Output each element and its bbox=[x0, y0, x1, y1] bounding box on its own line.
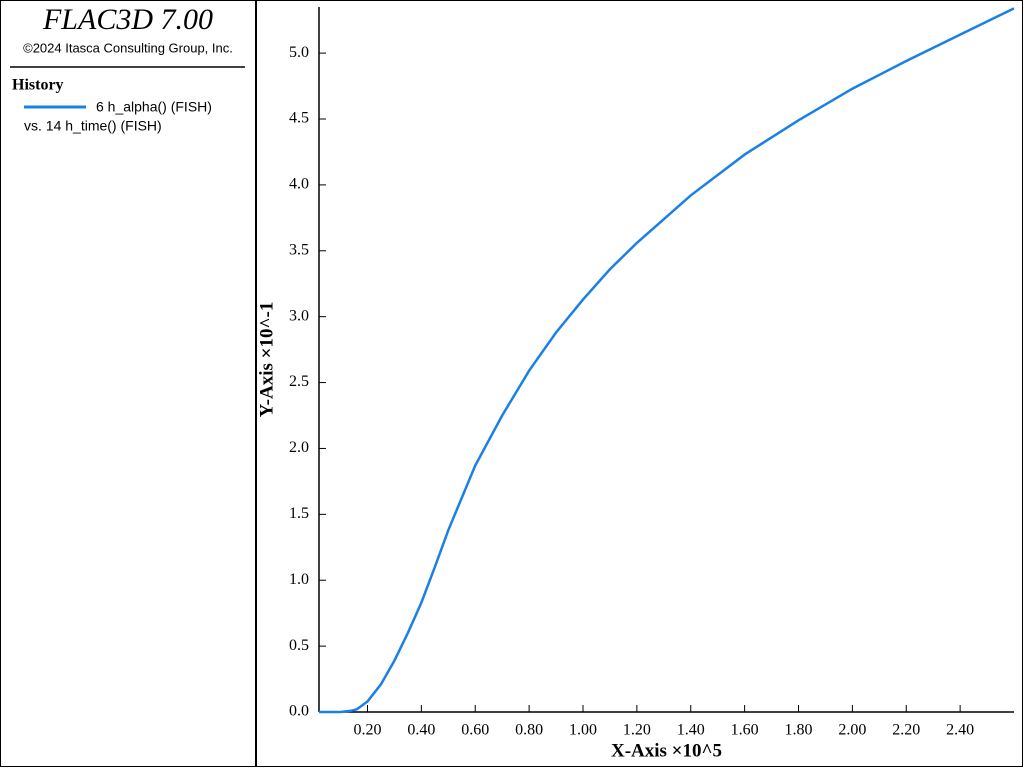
y-tick-label: 1.0 bbox=[289, 571, 309, 588]
copyright: ©2024 Itasca Consulting Group, Inc. bbox=[23, 40, 233, 55]
y-tick-label: 2.0 bbox=[289, 439, 309, 456]
x-tick-label: 1.20 bbox=[623, 722, 651, 739]
y-tick-label: 4.0 bbox=[289, 176, 309, 193]
y-tick-label: 4.5 bbox=[289, 110, 309, 127]
x-tick-label: 0.20 bbox=[353, 722, 381, 739]
legend-title: History bbox=[12, 77, 64, 94]
x-tick-label: 0.60 bbox=[461, 722, 489, 739]
y-tick-label: 0.5 bbox=[289, 637, 309, 654]
x-tick-label: 0.80 bbox=[515, 722, 543, 739]
x-tick-label: 0.40 bbox=[407, 722, 435, 739]
y-tick-label: 2.5 bbox=[289, 373, 309, 390]
app-title: FLAC3D 7.00 bbox=[42, 3, 213, 36]
legend-x-source: vs. 14 h_time() (FISH) bbox=[24, 118, 162, 134]
x-tick-label: 2.40 bbox=[946, 722, 974, 739]
y-tick-label: 0.0 bbox=[289, 703, 309, 720]
x-tick-label: 2.00 bbox=[838, 722, 866, 739]
x-axis-label: X-Axis ×10^5 bbox=[611, 740, 722, 761]
x-tick-label: 2.20 bbox=[892, 722, 920, 739]
x-tick-label: 1.60 bbox=[731, 722, 759, 739]
y-tick-label: 3.5 bbox=[289, 241, 309, 258]
data-line bbox=[319, 7, 1015, 714]
x-tick-label: 1.80 bbox=[784, 722, 812, 739]
x-tick-label: 1.00 bbox=[569, 722, 597, 739]
legend-label: 6 h_alpha() (FISH) bbox=[96, 99, 212, 115]
y-tick-label: 5.0 bbox=[289, 44, 309, 61]
x-tick-label: 1.40 bbox=[677, 722, 705, 739]
y-tick-label: 3.0 bbox=[289, 307, 309, 324]
y-tick-label: 1.5 bbox=[289, 505, 309, 522]
y-axis-label: Y-Axis ×10^-1 bbox=[256, 302, 277, 418]
